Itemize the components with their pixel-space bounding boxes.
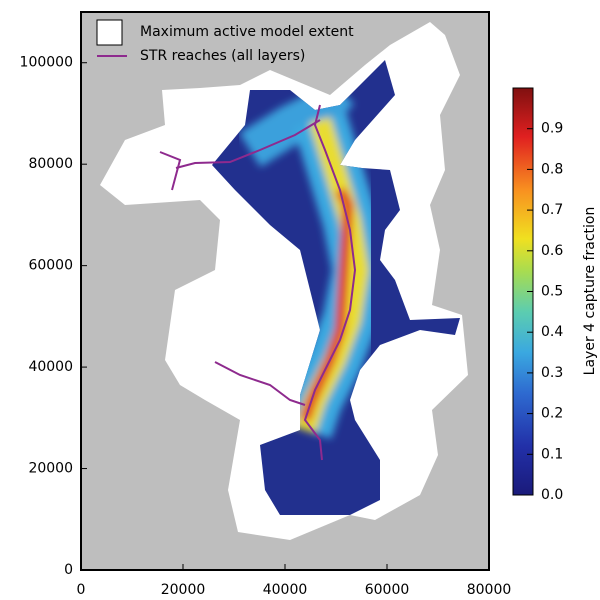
legend-label: Maximum active model extent (140, 24, 354, 40)
x-tick-label: 40000 (263, 582, 308, 598)
y-tick-label: 100000 (20, 55, 73, 71)
y-tick-label: 0 (64, 562, 73, 578)
colorbar-tick-label: 0.2 (541, 406, 563, 422)
river-reach (175, 119, 321, 169)
y-tick-label: 80000 (28, 156, 73, 172)
legend-swatch (96, 19, 123, 46)
colorbar-tick-label: 0.8 (541, 161, 563, 177)
x-tick-label: 80000 (467, 582, 512, 598)
river (159, 104, 357, 461)
colorbar-tick-label: 0.9 (541, 121, 563, 137)
y-tick-label: 40000 (28, 359, 73, 375)
legend-label: STR reaches (all layers) (140, 48, 305, 64)
model-extent (100, 22, 468, 540)
colorbar-tick-label: 0.7 (541, 202, 563, 218)
x-tick-label: 60000 (365, 582, 410, 598)
colorbar-tick-label: 0.5 (541, 284, 563, 300)
x-tick-label: 20000 (161, 582, 206, 598)
y-tick-label: 20000 (28, 461, 73, 477)
river-reach (159, 151, 182, 191)
y-tick-label: 60000 (28, 258, 73, 274)
colorbar-tick-label: 0.1 (541, 446, 563, 462)
river-reach (214, 361, 306, 406)
x-tick-label: 0 (77, 582, 86, 598)
colorbar-tick-label: 0.0 (541, 487, 563, 503)
colorbar-tick-label: 0.3 (541, 365, 563, 381)
colorbar-tick-label: 0.6 (541, 243, 563, 259)
river-reach (303, 104, 357, 461)
colorbar-tick-label: 0.4 (541, 324, 563, 340)
colorbar-label: Layer 4 capture fraction (582, 207, 598, 376)
